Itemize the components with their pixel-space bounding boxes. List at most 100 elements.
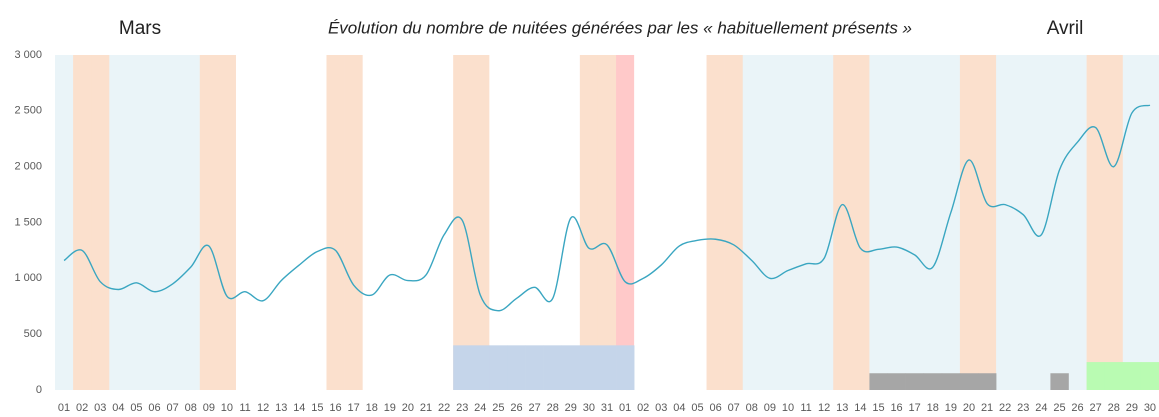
background-band <box>959 55 979 390</box>
background-band <box>905 55 925 390</box>
background-band <box>453 55 472 390</box>
month-label: Mars <box>119 18 161 39</box>
background-band <box>923 55 943 390</box>
x-tick-label: 19 <box>384 402 396 414</box>
bar <box>489 345 508 390</box>
background-band <box>91 55 110 390</box>
bar <box>453 345 472 390</box>
x-tick-label: 08 <box>185 402 197 414</box>
bar <box>597 345 617 390</box>
x-tick-label: 16 <box>890 402 902 414</box>
y-tick-label: 1 500 <box>14 216 42 228</box>
x-tick-label: 21 <box>420 402 432 414</box>
background-band <box>634 55 653 390</box>
y-tick-label: 3 000 <box>14 49 42 61</box>
x-tick-label: 24 <box>474 402 486 414</box>
bar <box>959 373 979 390</box>
background-band <box>1086 55 1106 390</box>
background-band <box>724 55 744 390</box>
bar <box>1086 362 1106 390</box>
line <box>63 104 1151 312</box>
bar <box>1050 373 1069 390</box>
bar <box>579 345 599 390</box>
x-tick-label: 13 <box>836 402 848 414</box>
x-tick-label: 31 <box>601 402 613 414</box>
background-band <box>833 55 852 390</box>
background-band <box>435 55 454 390</box>
x-tick-label: 07 <box>728 402 740 414</box>
background-band <box>851 55 870 390</box>
x-tick-label: 09 <box>203 402 215 414</box>
x-tick-label: 24 <box>1035 402 1047 414</box>
background-band <box>127 55 146 390</box>
bar <box>1140 362 1159 390</box>
x-tick-label: 04 <box>673 402 685 414</box>
x-tick-label: 14 <box>854 402 866 414</box>
x-tick-label: 02 <box>637 402 649 414</box>
x-tick-label: 10 <box>221 402 233 414</box>
background-band <box>978 55 997 390</box>
background-band <box>416 55 436 390</box>
x-tick-label: 21 <box>981 402 993 414</box>
y-tick-label: 2 500 <box>14 105 42 117</box>
background-band <box>579 55 599 390</box>
x-tick-label: 03 <box>94 402 106 414</box>
background-band <box>742 55 762 390</box>
background-band <box>272 55 291 390</box>
y-tick-label: 2 000 <box>14 161 42 173</box>
x-tick-label: 11 <box>239 402 250 414</box>
background-band <box>507 55 526 390</box>
background-band <box>362 55 382 390</box>
bar <box>1104 362 1124 390</box>
bar <box>941 373 961 390</box>
background-band <box>815 55 834 390</box>
x-tick-label: 17 <box>347 402 359 414</box>
y-tick-label: 1 000 <box>14 272 42 284</box>
x-tick-label: 14 <box>293 402 305 414</box>
background-band <box>163 55 182 390</box>
background-band <box>398 55 418 390</box>
background-band <box>670 55 689 390</box>
x-tick-label: 26 <box>510 402 522 414</box>
background-band <box>778 55 798 390</box>
x-tick-label: 06 <box>709 402 721 414</box>
background-band <box>344 55 363 390</box>
background-band <box>597 55 617 390</box>
x-tick-label: 28 <box>1108 402 1120 414</box>
background-band <box>616 55 635 390</box>
x-tick-label: 07 <box>167 402 179 414</box>
bar <box>471 345 490 390</box>
bar <box>923 373 943 390</box>
x-tick-label: 27 <box>1090 402 1102 414</box>
x-tick-label: 28 <box>547 402 559 414</box>
x-tick-label: 12 <box>818 402 830 414</box>
x-tick-label: 05 <box>130 402 142 414</box>
background-band <box>887 55 906 390</box>
background-band <box>1050 55 1069 390</box>
x-tick-label: 29 <box>1126 402 1138 414</box>
x-tick-label: 06 <box>148 402 160 414</box>
x-tick-label: 19 <box>945 402 957 414</box>
background-band <box>380 55 400 390</box>
x-tick-label: 22 <box>999 402 1011 414</box>
background-band <box>181 55 201 390</box>
month-label: Avril <box>1047 18 1084 39</box>
x-tick-label: 02 <box>76 402 88 414</box>
x-tick-label: 03 <box>655 402 667 414</box>
x-tick-label: 16 <box>329 402 341 414</box>
bar <box>561 345 581 390</box>
bar <box>869 373 888 390</box>
background-band <box>1068 55 1087 390</box>
bar <box>543 345 563 390</box>
background-band <box>706 55 725 390</box>
x-tick-label: 20 <box>963 402 975 414</box>
y-tick-label: 0 <box>36 384 42 396</box>
background-band <box>1140 55 1159 390</box>
background-band <box>55 55 74 390</box>
x-tick-label: 25 <box>492 402 504 414</box>
background-band <box>308 55 327 390</box>
background-band <box>254 55 273 390</box>
x-tick-label: 27 <box>528 402 540 414</box>
background-band <box>941 55 961 390</box>
